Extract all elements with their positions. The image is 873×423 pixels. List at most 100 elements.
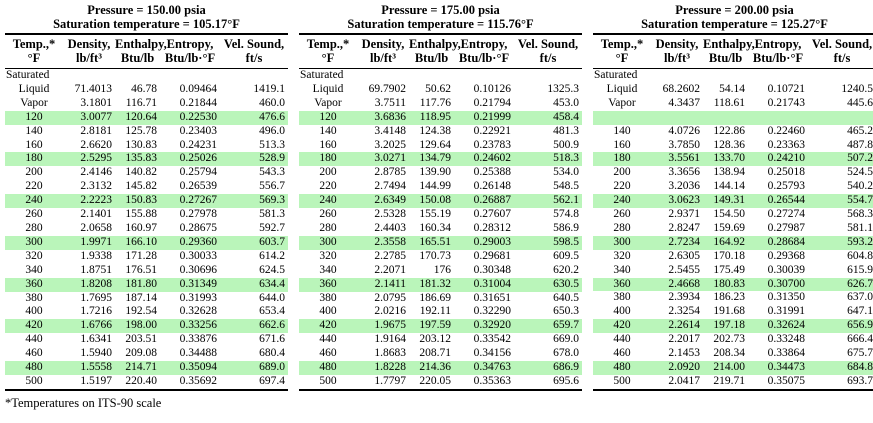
- temp-cell: 480: [5, 361, 63, 375]
- velsound-cell: 460.0: [259, 96, 285, 109]
- entropy-cell: 0.34763: [454, 361, 514, 375]
- enthalpy-cell: 149.31: [703, 194, 748, 209]
- density-cell: 2.2614: [651, 319, 703, 334]
- enthalpy-cell: 176: [433, 263, 451, 276]
- entropy-cell: 0.33864: [767, 347, 805, 360]
- enthalpy-cell: 219.71: [713, 374, 745, 387]
- entropy-cell: 0.35692: [179, 374, 217, 387]
- density-cell: 2.8785: [374, 166, 406, 179]
- table-row: Saturated: [5, 69, 288, 83]
- panel-150-psia: Pressure = 150.00 psia Saturation temper…: [5, 3, 288, 391]
- density-cell: [651, 69, 703, 83]
- entropy-cell: 0.26887: [454, 194, 514, 209]
- velsound-cell: 614.2: [259, 249, 285, 262]
- enthalpy-cell: 130.83: [125, 138, 157, 151]
- temp-cell: 360: [299, 277, 357, 292]
- table-row: 180 3.0271 134.79 0.24602 518.3: [299, 152, 582, 167]
- density-cell: 2.6305: [668, 249, 700, 262]
- velsound-cell: 630.5: [514, 277, 582, 292]
- velsound-cell: 581.1: [847, 221, 873, 234]
- density-cell: 1.6341: [80, 333, 112, 346]
- density-cell: 3.6836: [357, 110, 409, 125]
- enthalpy-cell: 139.90: [419, 166, 451, 179]
- entropy-cell: 0.30039: [767, 263, 805, 276]
- table-row: 460 2.1453 208.34 0.33864 675.7: [593, 347, 873, 361]
- density-cell: 2.0920: [651, 361, 703, 375]
- velsound-cell: 540.2: [847, 180, 873, 193]
- enthalpy-cell: [115, 69, 160, 83]
- col-header-density: Density, lb/ft³: [357, 34, 409, 69]
- velsound-cell: 524.5: [847, 166, 873, 179]
- velsound-cell: 445.6: [847, 96, 873, 109]
- table-row: 220 2.7494 144.99 0.26148 548.5: [299, 180, 582, 194]
- entropy-cell: 0.28675: [179, 221, 217, 234]
- col-header-velsound: Vel. Sound, ft/s: [808, 34, 873, 69]
- velsound-cell: 680.4: [259, 347, 285, 360]
- table-row: 460 1.8683 208.71 0.34156 678.0: [299, 347, 582, 361]
- velsound-cell: 609.5: [553, 249, 579, 262]
- temp-cell: 220: [319, 180, 337, 193]
- table-row: 280 2.8247 159.69 0.27987 581.1: [593, 222, 873, 236]
- velsound-cell: 637.0: [847, 291, 873, 304]
- velsound-cell: 626.7: [808, 277, 873, 292]
- density-cell: 1.9675: [357, 319, 409, 334]
- table-row: Vapor 3.7511 117.76 0.21794 453.0: [299, 97, 582, 111]
- density-cell: [63, 69, 115, 83]
- velsound-cell: 686.9: [514, 361, 582, 375]
- table-row: 500 1.5197 220.40 0.35692 697.4: [5, 375, 288, 390]
- entropy-cell: 0.33248: [767, 333, 805, 346]
- velsound-cell: 656.9: [808, 319, 873, 334]
- entropy-cell: 0.23403: [179, 124, 217, 137]
- table-row: 320 2.2785 170.73 0.29681 609.5: [299, 250, 582, 264]
- enthalpy-cell: 186.23: [713, 291, 745, 304]
- temp-cell: Saturated: [594, 69, 638, 81]
- density-cell: 3.0623: [651, 194, 703, 209]
- velsound-cell: 693.7: [847, 374, 873, 387]
- velsound-cell: 1325.3: [547, 82, 579, 95]
- enthalpy-cell: 145.82: [125, 180, 157, 193]
- velsound-cell: 640.5: [553, 291, 579, 304]
- density-cell: 2.5455: [668, 263, 700, 276]
- table-row: 480 1.8228 214.36 0.34763 686.9: [299, 361, 582, 375]
- enthalpy-cell: 165.51: [409, 235, 454, 250]
- table-row: 480 1.5558 214.71 0.35094 689.0: [5, 361, 288, 375]
- density-cell: 2.5295: [63, 152, 115, 167]
- entropy-cell: [160, 69, 220, 83]
- temp-cell: 240: [593, 194, 651, 209]
- col-header-enthalpy: Enthalpy, Btu/lb: [703, 34, 755, 69]
- table-row: 240 2.6349 150.08 0.26887 562.1: [299, 194, 582, 209]
- enthalpy-cell: 197.59: [409, 319, 454, 334]
- table-row: 360 1.8208 181.80 0.31349 634.4: [5, 277, 288, 292]
- col-header-temp: Temp.,* °F: [5, 34, 63, 69]
- velsound-cell: 634.4: [220, 277, 288, 292]
- enthalpy-cell: 197.18: [703, 319, 748, 334]
- enthalpy-cell: 125.78: [125, 124, 157, 137]
- entropy-cell: 0.34156: [473, 347, 511, 360]
- enthalpy-cell: 170.18: [713, 249, 745, 262]
- density-cell: 2.4403: [374, 221, 406, 234]
- table-row: 380 2.3934 186.23 0.31350 637.0: [593, 291, 873, 305]
- entropy-cell: 0.22530: [160, 110, 220, 125]
- velsound-cell: 453.0: [553, 96, 579, 109]
- enthalpy-cell: 192.11: [419, 305, 451, 318]
- enthalpy-cell: 54.14: [719, 82, 745, 95]
- temp-cell: 120: [299, 110, 357, 125]
- enthalpy-cell: 181.80: [115, 277, 160, 292]
- density-cell: 3.7511: [374, 96, 406, 109]
- table-row: 440 2.2017 202.73 0.33248 666.4: [593, 333, 873, 347]
- enthalpy-cell: 203.12: [419, 333, 451, 346]
- table-row: 500 1.7797 220.05 0.35363 695.6: [299, 375, 582, 390]
- temp-cell: 320: [613, 249, 631, 262]
- density-cell: 1.9164: [374, 333, 406, 346]
- density-cell: 3.3656: [668, 166, 700, 179]
- density-cell: 2.4146: [80, 166, 112, 179]
- enthalpy-cell: 214.71: [115, 361, 160, 375]
- entropy-cell: 0.25388: [473, 166, 511, 179]
- velsound-cell: 507.2: [808, 152, 873, 167]
- velsound-cell: 697.4: [259, 374, 285, 387]
- enthalpy-cell: 154.50: [713, 208, 745, 221]
- density-cell: 1.5558: [63, 361, 115, 375]
- saturation-line: Saturation temperature = 125.27°F: [641, 16, 828, 31]
- entropy-cell: 0.33256: [160, 319, 220, 334]
- entropy-cell: 0.21794: [473, 96, 511, 109]
